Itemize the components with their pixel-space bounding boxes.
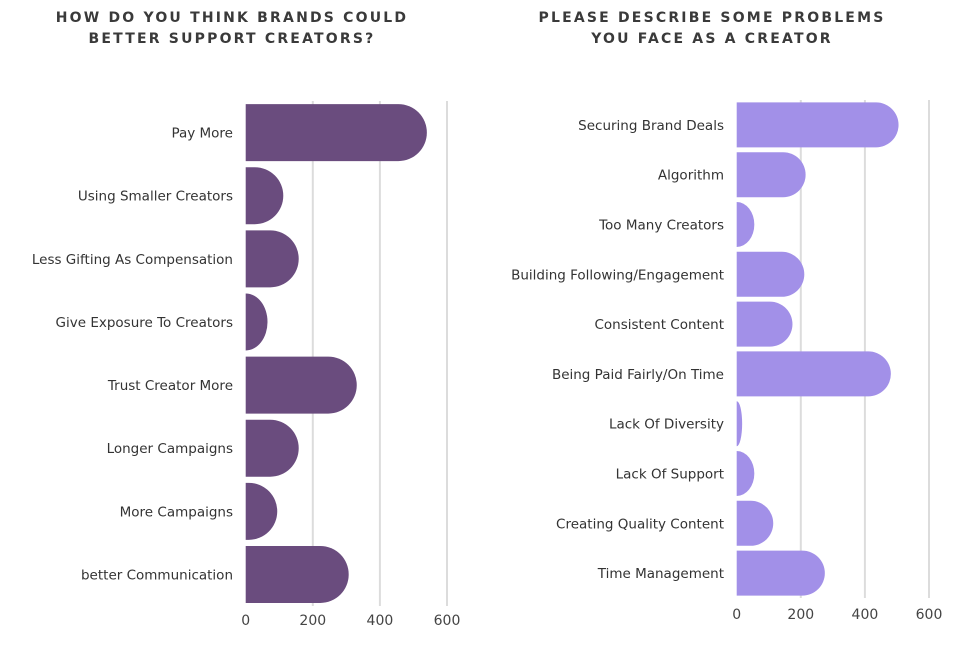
bar bbox=[736, 202, 755, 247]
x-tick-label: 400 bbox=[367, 613, 394, 629]
category-label: Lack Of Support bbox=[616, 467, 724, 483]
x-tick-label: 200 bbox=[787, 607, 814, 623]
bar bbox=[736, 451, 755, 496]
category-label: Time Management bbox=[597, 566, 724, 582]
chart-title: HOW DO YOU THINK BRANDS COULD bbox=[56, 10, 409, 26]
bar bbox=[245, 545, 349, 603]
x-tick-label: 600 bbox=[916, 607, 943, 623]
category-label: Pay More bbox=[171, 126, 233, 142]
bar bbox=[245, 230, 299, 288]
category-label: Longer Campaigns bbox=[107, 441, 233, 457]
bar bbox=[736, 401, 743, 447]
category-label: Securing Brand Deals bbox=[578, 118, 724, 134]
bar bbox=[736, 102, 899, 148]
bar bbox=[736, 251, 805, 297]
category-label: More Campaigns bbox=[120, 504, 233, 520]
category-label: Less Gifting As Compensation bbox=[32, 252, 233, 268]
bar bbox=[245, 419, 299, 477]
category-label: Give Exposure To Creators bbox=[56, 315, 233, 331]
bar bbox=[736, 500, 774, 546]
category-label: Algorithm bbox=[658, 168, 724, 184]
chart-title: YOU FACE AS A CREATOR bbox=[590, 31, 833, 47]
category-label: Consistent Content bbox=[595, 317, 725, 333]
bar bbox=[736, 550, 825, 596]
bar bbox=[245, 293, 268, 351]
category-label: Being Paid Fairly/On Time bbox=[552, 367, 724, 383]
bar bbox=[245, 482, 278, 540]
bar bbox=[245, 104, 427, 162]
category-label: Using Smaller Creators bbox=[78, 189, 233, 205]
category-label: Lack Of Diversity bbox=[609, 417, 724, 433]
bar bbox=[245, 356, 357, 414]
x-tick-label: 0 bbox=[241, 613, 250, 629]
bar bbox=[736, 351, 891, 397]
bar bbox=[736, 152, 806, 198]
category-label: Creating Quality Content bbox=[556, 516, 724, 532]
bar bbox=[736, 301, 793, 347]
category-label: better Communication bbox=[81, 567, 233, 583]
x-tick-label: 600 bbox=[434, 613, 461, 629]
category-label: Trust Creator More bbox=[107, 378, 233, 394]
x-tick-label: 0 bbox=[732, 607, 741, 623]
x-tick-label: 400 bbox=[852, 607, 879, 623]
chart-title: PLEASE DESCRIBE SOME PROBLEMS bbox=[538, 10, 885, 26]
x-tick-label: 200 bbox=[299, 613, 326, 629]
chart-title: BETTER SUPPORT CREATORS? bbox=[89, 31, 376, 47]
category-label: Building Following/Engagement bbox=[511, 267, 724, 283]
bar bbox=[245, 167, 284, 225]
category-label: Too Many Creators bbox=[598, 218, 724, 234]
